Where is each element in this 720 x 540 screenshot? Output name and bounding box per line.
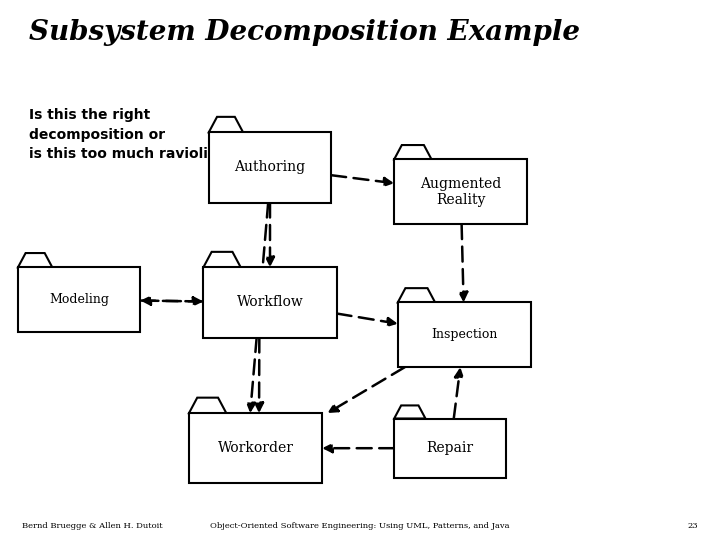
Text: Bernd Bruegge & Allen H. Dutoit: Bernd Bruegge & Allen H. Dutoit: [22, 522, 162, 530]
Text: Object-Oriented Software Engineering: Using UML, Patterns, and Java: Object-Oriented Software Engineering: Us…: [210, 522, 510, 530]
Text: Inspection: Inspection: [431, 328, 498, 341]
FancyBboxPatch shape: [18, 267, 140, 332]
Text: Repair: Repair: [426, 441, 474, 455]
Polygon shape: [397, 288, 435, 302]
Polygon shape: [395, 406, 426, 419]
Text: Authoring: Authoring: [235, 160, 305, 174]
Text: Workflow: Workflow: [237, 295, 303, 309]
Text: 23: 23: [688, 522, 698, 530]
FancyBboxPatch shape: [395, 418, 505, 478]
FancyBboxPatch shape: [203, 267, 336, 338]
FancyBboxPatch shape: [189, 413, 323, 483]
Polygon shape: [395, 145, 431, 159]
Polygon shape: [209, 117, 243, 132]
Text: Modeling: Modeling: [49, 293, 109, 306]
Text: Workorder: Workorder: [217, 441, 294, 455]
Polygon shape: [203, 252, 240, 267]
Polygon shape: [18, 253, 53, 267]
FancyBboxPatch shape: [395, 159, 527, 224]
Polygon shape: [189, 397, 226, 413]
Text: Subsystem Decomposition Example: Subsystem Decomposition Example: [29, 19, 580, 46]
Text: Augmented
Reality: Augmented Reality: [420, 177, 501, 207]
FancyBboxPatch shape: [209, 132, 331, 202]
Text: Is this the right
decomposition or
is this too much ravioli?: Is this the right decomposition or is th…: [29, 108, 216, 161]
FancyBboxPatch shape: [397, 302, 531, 367]
